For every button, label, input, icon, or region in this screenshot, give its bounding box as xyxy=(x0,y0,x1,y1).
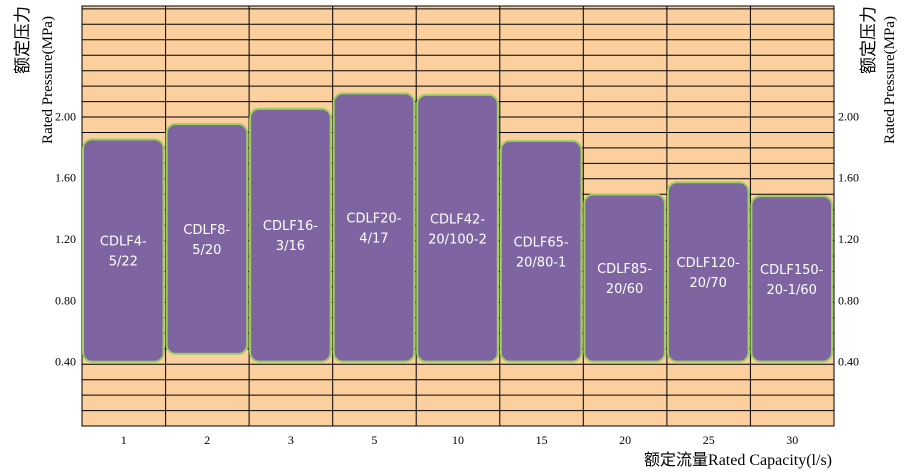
bar-group: CDLF42- 20/100-2 xyxy=(416,93,499,363)
bar xyxy=(416,93,499,363)
bar-label: 20/60 xyxy=(606,282,643,297)
x-tick-label: 3 xyxy=(288,433,294,447)
y-axis-title-left-cn: 额定压力 xyxy=(13,6,32,74)
bar-label: 20/100-2 xyxy=(428,232,487,247)
y-tick-label-right: 2.00 xyxy=(838,109,859,123)
bar-label: CDLF85- xyxy=(597,262,652,277)
y-axis-title-right-en: Rated Pressure(MPa) xyxy=(882,16,898,144)
bar-label: 3/16 xyxy=(276,239,305,254)
bar-group: CDLF85- 20/60 xyxy=(583,193,666,363)
bar-label: 5/20 xyxy=(192,243,221,258)
bar-label: CDLF8- xyxy=(183,223,230,238)
y-axis-title-right: 额定压力 Rated Pressure(MPa) xyxy=(859,6,898,144)
x-tick-label: 5 xyxy=(371,433,377,447)
x-tick-label: 20 xyxy=(619,433,631,447)
bar-group: CDLF20- 4/17 xyxy=(332,92,416,363)
bar-label: CDLF42- xyxy=(430,212,485,227)
bar xyxy=(249,107,332,363)
y-tick-label-right: 1.20 xyxy=(838,232,859,246)
y-axis-title-right-cn: 额定压力 xyxy=(859,6,878,74)
bar xyxy=(666,181,750,363)
bar-group: CDLF120- 20/70 xyxy=(666,181,750,363)
bar xyxy=(583,193,666,363)
bar-label: CDLF4- xyxy=(100,235,147,250)
y-tick-label-right: 1.60 xyxy=(838,171,859,185)
bar-label: 4/17 xyxy=(359,232,388,247)
x-tick-label: 10 xyxy=(452,433,464,447)
bar-label: CDLF150- xyxy=(760,263,824,278)
x-tick-label: 30 xyxy=(786,433,798,447)
bar-label: 20/70 xyxy=(689,276,726,291)
x-tick-label: 25 xyxy=(703,433,715,447)
bar-label: CDLF20- xyxy=(346,212,401,227)
bar xyxy=(82,138,165,363)
y-tick-label-left: 1.60 xyxy=(55,171,76,185)
bar-group: CDLF150- 20-1/60 xyxy=(750,195,834,363)
x-axis-title: 额定流量Rated Capacity(l/s) xyxy=(644,451,832,469)
y-tick-label-left: 2.00 xyxy=(55,109,76,123)
bar xyxy=(332,92,416,363)
bar xyxy=(499,139,583,363)
bar-label: 20-1/60 xyxy=(766,283,816,298)
x-tick-label: 2 xyxy=(204,433,210,447)
bar-label: 5/22 xyxy=(109,255,138,270)
y-tick-label-left: 0.40 xyxy=(55,355,76,369)
y-axis-title-left: 额定压力 Rated Pressure(MPa) xyxy=(13,6,56,144)
y-tick-label-left: 0.80 xyxy=(55,293,76,307)
bar-group: CDLF8- 5/20 xyxy=(165,123,249,355)
bar-label: CDLF16- xyxy=(263,219,318,234)
x-tick-label: 1 xyxy=(121,433,127,447)
bar xyxy=(750,195,834,363)
bar-group: CDLF4- 5/22 xyxy=(82,138,165,363)
bar-group: CDLF65- 20/80-1 xyxy=(499,139,583,363)
bar-label: CDLF120- xyxy=(677,256,741,271)
bar xyxy=(165,123,249,355)
tick-labels: 0.40 0.40 0.80 0.80 1.20 1.20 1.60 1.60 2.00 2.00… xyxy=(55,109,859,447)
bar-group: CDLF16- 3/16 xyxy=(249,107,332,363)
y-tick-label-right: 0.40 xyxy=(838,355,859,369)
bars: CDLF4- 5/22 CDLF8- 5/20 CDLF16- 3/16 CDLF20- 4/… xyxy=(82,92,834,363)
y-tick-label-right: 0.80 xyxy=(838,293,859,307)
bar-label: CDLF65- xyxy=(514,235,569,250)
y-tick-label-left: 1.20 xyxy=(55,232,76,246)
x-tick-label: 15 xyxy=(536,433,548,447)
y-axis-title-left-en: Rated Pressure(MPa) xyxy=(40,16,56,144)
bar-label: 20/80-1 xyxy=(516,255,566,270)
